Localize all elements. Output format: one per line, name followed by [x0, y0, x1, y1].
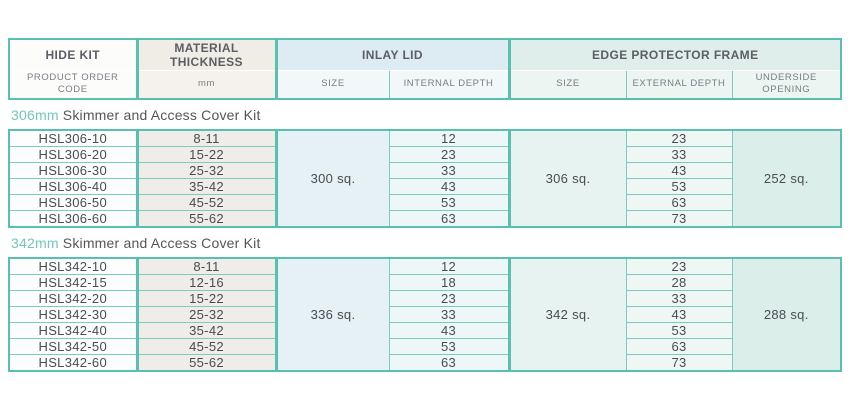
group-header-inlay-lid: INLAY LID: [276, 39, 511, 71]
cell-internal-depth: 12: [389, 258, 511, 275]
cell-product-code: HSL306-50: [9, 194, 139, 211]
cell-internal-depth: 63: [389, 210, 511, 227]
cell-thickness: 55-62: [137, 354, 278, 371]
table-row: HSL342-50 45-52 53 63: [9, 338, 841, 355]
cell-product-code: HSL342-40: [9, 322, 139, 339]
cell-internal-depth: 33: [389, 162, 511, 179]
merged-cell-inlay-size: 336 sq.: [276, 258, 390, 371]
section-title-306mm: 306mm Skimmer and Access Cover Kit: [11, 107, 840, 123]
cell-product-code: HSL342-30: [9, 306, 139, 323]
subheader-internal-depth: INTERNAL DEPTH: [389, 70, 511, 99]
cell-external-depth: 63: [626, 194, 733, 211]
cell-external-depth: 23: [626, 130, 733, 147]
cell-thickness: 15-22: [137, 290, 278, 307]
cell-product-code: HSL342-10: [9, 258, 139, 275]
cell-external-depth: 53: [626, 178, 733, 195]
table-row: HSL342-20 15-22 23 33: [9, 290, 841, 307]
section-title-text: Skimmer and Access Cover Kit: [58, 235, 261, 251]
cell-product-code: HSL342-15: [9, 274, 139, 291]
cell-internal-depth: 53: [389, 194, 511, 211]
subheader-mm: mm: [137, 70, 278, 99]
merged-cell-inlay-size: 300 sq.: [276, 130, 390, 227]
table-row: HSL306-10 8-11 300 sq. 12 306 sq. 23 252…: [9, 130, 841, 227]
cell-internal-depth: 33: [389, 306, 511, 323]
group-header-material-thickness: MATERIAL THICKNESS: [137, 39, 278, 71]
table-row: HSL342-60 55-62 63 73: [9, 354, 841, 371]
merged-cell-edge-size: 342 sq.: [509, 258, 627, 371]
cell-internal-depth: 53: [389, 338, 511, 355]
cell-thickness: 25-32: [137, 162, 278, 179]
cell-external-depth: 73: [626, 354, 733, 371]
table-row: HSL306-60 55-62 63 73: [9, 210, 841, 227]
cell-thickness: 8-11: [137, 130, 278, 147]
cell-product-code: HSL306-30: [9, 162, 139, 179]
cell-product-code: HSL342-50: [9, 338, 139, 355]
spec-table-306mm: HSL306-10 8-11 300 sq. 12 306 sq. 23 252…: [8, 129, 842, 228]
cell-external-depth: 43: [626, 162, 733, 179]
cell-external-depth: 28: [626, 274, 733, 291]
cell-product-code: HSL342-20: [9, 290, 139, 307]
cell-thickness: 12-16: [137, 274, 278, 291]
cell-thickness: 8-11: [137, 258, 278, 275]
cell-external-depth: 73: [626, 210, 733, 227]
subheader-external-depth: EXTERNAL DEPTH: [626, 70, 733, 99]
group-header-edge-protector-frame: EDGE PROTECTOR FRAME: [509, 39, 842, 71]
cell-external-depth: 23: [626, 258, 733, 275]
table-row: HSL342-30 25-32 33 43: [9, 306, 841, 323]
table-row: HSL306-50 45-52 53 63: [9, 194, 841, 211]
cell-internal-depth: 23: [389, 290, 511, 307]
table-row: HSL342-15 12-16 18 28: [9, 274, 841, 291]
subheader-product-order-code: PRODUCT ORDER CODE: [9, 70, 139, 99]
cell-thickness: 35-42: [137, 178, 278, 195]
cell-thickness: 55-62: [137, 210, 278, 227]
cell-external-depth: 53: [626, 322, 733, 339]
cell-thickness: 45-52: [137, 338, 278, 355]
table-row: HSL342-10 8-11 336 sq. 12 342 sq. 23 288…: [9, 258, 841, 371]
merged-cell-underside-opening: 288 sq.: [732, 258, 841, 371]
spec-table-header: HIDE KIT MATERIAL THICKNESS INLAY LID ED…: [8, 38, 843, 100]
cell-product-code: HSL306-40: [9, 178, 139, 195]
subheader-inlay-size: SIZE: [276, 70, 390, 99]
merged-cell-edge-size: 306 sq.: [509, 130, 627, 227]
cell-thickness: 15-22: [137, 146, 278, 163]
cell-internal-depth: 23: [389, 146, 511, 163]
cell-internal-depth: 18: [389, 274, 511, 291]
cell-thickness: 35-42: [137, 322, 278, 339]
cell-product-code: HSL306-20: [9, 146, 139, 163]
group-header-hide-kit: HIDE KIT: [9, 39, 139, 71]
section-title-size: 306mm: [11, 107, 59, 123]
table-row: HSL306-20 15-22 23 33: [9, 146, 841, 163]
section-title-size: 342mm: [11, 235, 59, 251]
cell-thickness: 45-52: [137, 194, 278, 211]
subheader-edge-size: SIZE: [509, 70, 627, 99]
cell-internal-depth: 12: [389, 130, 511, 147]
cell-external-depth: 43: [626, 306, 733, 323]
cell-external-depth: 33: [626, 146, 733, 163]
cell-internal-depth: 43: [389, 322, 511, 339]
cell-thickness: 25-32: [137, 306, 278, 323]
spec-sheet: HIDE KIT MATERIAL THICKNESS INLAY LID ED…: [8, 38, 843, 372]
section-title-342mm: 342mm Skimmer and Access Cover Kit: [11, 235, 840, 251]
cell-internal-depth: 43: [389, 178, 511, 195]
cell-product-code: HSL306-10: [9, 130, 139, 147]
table-row: HSL342-40 35-42 43 53: [9, 322, 841, 339]
cell-internal-depth: 63: [389, 354, 511, 371]
cell-product-code: HSL342-60: [9, 354, 139, 371]
table-row: HSL306-30 25-32 33 43: [9, 162, 841, 179]
merged-cell-underside-opening: 252 sq.: [732, 130, 841, 227]
section-title-text: Skimmer and Access Cover Kit: [58, 107, 261, 123]
subheader-underside-opening: UNDERSIDE OPENING: [732, 70, 842, 99]
cell-external-depth: 63: [626, 338, 733, 355]
cell-product-code: HSL306-60: [9, 210, 139, 227]
cell-external-depth: 33: [626, 290, 733, 307]
spec-table-342mm: HSL342-10 8-11 336 sq. 12 342 sq. 23 288…: [8, 257, 842, 372]
table-row: HSL306-40 35-42 43 53: [9, 178, 841, 195]
